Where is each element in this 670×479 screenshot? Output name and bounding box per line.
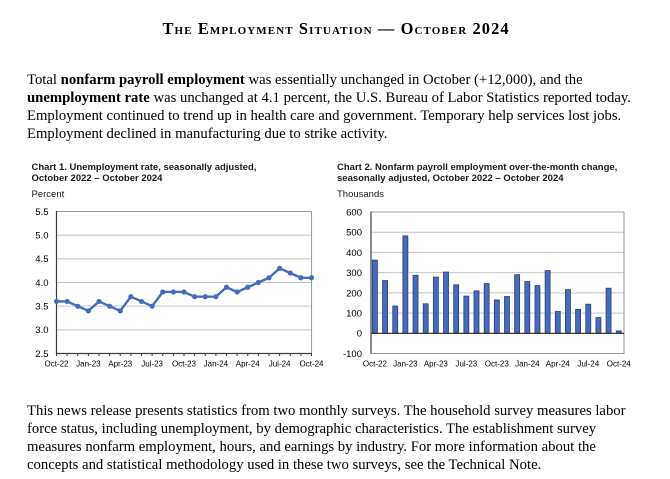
svg-text:Oct-23: Oct-23 — [485, 360, 510, 369]
svg-text:4.0: 4.0 — [35, 278, 48, 289]
svg-text:Apr-23: Apr-23 — [424, 360, 449, 369]
svg-text:500: 500 — [346, 228, 362, 239]
svg-text:Jan-23: Jan-23 — [393, 360, 418, 369]
svg-text:100: 100 — [346, 308, 362, 319]
svg-text:300: 300 — [346, 268, 362, 279]
svg-text:0: 0 — [357, 329, 362, 340]
svg-text:Oct-22: Oct-22 — [44, 360, 69, 369]
svg-text:Jan-24: Jan-24 — [515, 360, 540, 369]
svg-text:200: 200 — [346, 288, 362, 299]
svg-text:Jan-23: Jan-23 — [76, 360, 101, 369]
svg-text:Apr-23: Apr-23 — [108, 360, 133, 369]
svg-text:Jan-24: Jan-24 — [204, 360, 229, 369]
svg-text:4.5: 4.5 — [35, 254, 48, 265]
svg-text:Apr-24: Apr-24 — [236, 360, 261, 369]
svg-text:5.5: 5.5 — [35, 207, 48, 218]
svg-text:Jul-24: Jul-24 — [577, 360, 599, 369]
svg-text:5.0: 5.0 — [35, 231, 48, 242]
svg-text:Oct-24: Oct-24 — [607, 360, 632, 369]
svg-text:Jul-24: Jul-24 — [269, 360, 291, 369]
svg-text:Oct-23: Oct-23 — [172, 360, 197, 369]
svg-text:-100: -100 — [343, 349, 362, 360]
svg-text:Oct-22: Oct-22 — [363, 360, 388, 369]
svg-text:Apr-24: Apr-24 — [546, 360, 571, 369]
svg-text:600: 600 — [346, 207, 362, 218]
svg-text:Jul-23: Jul-23 — [141, 360, 163, 369]
svg-text:2.5: 2.5 — [35, 349, 48, 360]
svg-text:3.5: 3.5 — [35, 302, 48, 313]
svg-text:400: 400 — [346, 248, 362, 259]
svg-text:Oct-24: Oct-24 — [299, 360, 324, 369]
svg-text:3.0: 3.0 — [35, 325, 48, 336]
svg-text:Jul-23: Jul-23 — [455, 360, 477, 369]
